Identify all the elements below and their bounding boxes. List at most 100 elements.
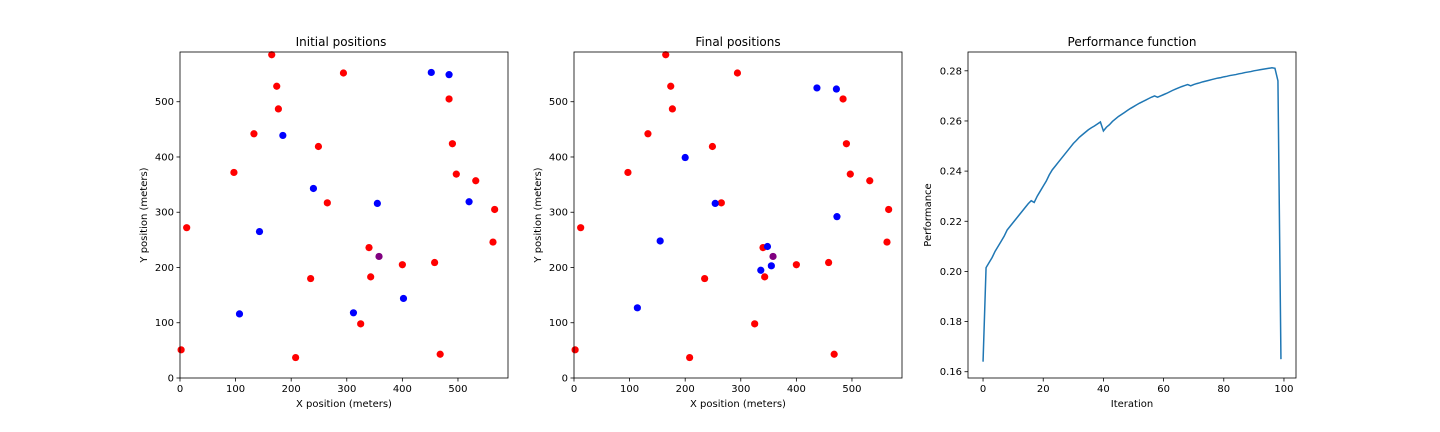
chart-title: Final positions xyxy=(695,35,780,49)
purple-point xyxy=(769,252,777,261)
x-tick-label: 100 xyxy=(620,384,639,395)
red-point xyxy=(571,346,579,354)
axis-ticks: 0 100 200 300 400 500 0 100 200 300 400 500 xyxy=(155,97,468,395)
y-tick-label: 400 xyxy=(155,152,174,163)
y-tick-label: 0.26 xyxy=(940,116,962,127)
y-tick-label: 100 xyxy=(549,318,568,329)
x-tick-label: 300 xyxy=(337,384,356,395)
blue-point xyxy=(833,213,841,221)
red-point xyxy=(668,105,677,113)
x-tick-label: 0 xyxy=(177,384,183,395)
blue-point xyxy=(681,153,689,162)
red-point xyxy=(491,205,499,214)
x-tick-label: 60 xyxy=(1157,384,1170,395)
red-point xyxy=(448,140,457,148)
red-point xyxy=(701,274,709,283)
final-positions-chart: Final positions 0 100 200 300 400 500 0 100 200 3… xyxy=(533,35,903,410)
blue-point xyxy=(763,242,772,251)
red-point xyxy=(830,350,838,358)
red-point xyxy=(792,261,800,269)
red-point xyxy=(314,142,323,151)
y-tick-label: 400 xyxy=(549,152,568,163)
axis-ticks: 0 20 40 60 80 100 0.16 0.18 0.20 0.22 0.24 0.26 0.28 xyxy=(940,66,1294,395)
red-point xyxy=(183,224,191,232)
plot-frame xyxy=(179,51,509,379)
blue-point xyxy=(767,262,775,270)
red-point xyxy=(268,51,276,59)
y-tick-label: 0 xyxy=(562,374,568,385)
red-point xyxy=(273,82,281,90)
red-point xyxy=(577,224,585,232)
y-tick-label: 0.28 xyxy=(940,66,962,77)
red-point xyxy=(250,130,258,138)
red-point xyxy=(733,69,742,77)
blue-point xyxy=(399,294,408,303)
x-tick-label: 100 xyxy=(1274,384,1293,395)
red-point xyxy=(365,244,373,252)
blue-point xyxy=(255,227,264,236)
red-point xyxy=(717,199,725,207)
red-point xyxy=(644,130,652,138)
x-tick-label: 500 xyxy=(448,384,467,395)
blue-point xyxy=(235,310,244,318)
x-tick-label: 200 xyxy=(282,384,301,395)
red-point xyxy=(662,51,670,59)
blue-point xyxy=(656,237,664,245)
y-axis-label: Y position (meters) xyxy=(139,167,150,263)
x-tick-label: 100 xyxy=(226,384,245,395)
red-point xyxy=(846,170,854,178)
blue-point xyxy=(757,266,765,274)
red-point xyxy=(839,95,847,103)
blue-point xyxy=(832,85,841,93)
x-axis-label: X position (meters) xyxy=(296,399,392,410)
y-axis-label: Y position (meters) xyxy=(533,167,544,263)
x-tick-label: 200 xyxy=(676,384,695,395)
x-tick-label: 80 xyxy=(1217,384,1230,395)
red-point xyxy=(292,353,300,362)
red-point xyxy=(323,199,331,207)
red-point xyxy=(274,105,282,113)
chart-title: Performance function xyxy=(1068,35,1197,49)
x-axis-label: Iteration xyxy=(1111,399,1153,410)
blue-point xyxy=(445,71,453,79)
red-point xyxy=(177,346,185,354)
red-point xyxy=(436,350,444,358)
x-tick-label: 40 xyxy=(1097,384,1110,395)
y-tick-label: 200 xyxy=(549,263,568,274)
performance-line xyxy=(982,67,1282,362)
red-point xyxy=(445,95,453,103)
purple-point xyxy=(375,252,383,261)
y-tick-label: 0.16 xyxy=(940,367,962,378)
scatter-marks xyxy=(177,51,499,362)
red-point xyxy=(367,273,375,281)
blue-point xyxy=(349,309,358,317)
blue-point xyxy=(633,304,641,312)
red-point xyxy=(842,140,851,148)
blue-point xyxy=(309,184,318,193)
y-tick-label: 0.24 xyxy=(940,167,962,178)
plot-frame xyxy=(967,51,1297,379)
x-axis-label: X position (meters) xyxy=(690,399,786,410)
y-tick-label: 300 xyxy=(155,208,174,219)
chart-title: Initial positions xyxy=(296,35,387,49)
blue-point xyxy=(465,198,473,206)
y-tick-label: 0 xyxy=(168,374,174,385)
y-tick-label: 200 xyxy=(155,263,174,274)
y-tick-label: 0.18 xyxy=(940,317,962,328)
y-tick-label: 500 xyxy=(549,97,568,108)
red-point xyxy=(357,320,365,328)
red-point xyxy=(667,82,675,90)
blue-point xyxy=(373,199,381,207)
y-tick-label: 100 xyxy=(155,318,174,329)
red-point xyxy=(230,168,238,177)
y-tick-label: 0.20 xyxy=(940,267,962,278)
performance-function-chart: Performance function 0 20 40 60 80 100 0.16 0.1… xyxy=(923,35,1297,410)
red-point xyxy=(761,273,769,281)
x-tick-label: 400 xyxy=(393,384,412,395)
red-point xyxy=(883,238,891,246)
red-point xyxy=(686,353,694,362)
red-point xyxy=(452,170,460,178)
blue-point xyxy=(427,68,435,77)
red-point xyxy=(398,261,406,269)
